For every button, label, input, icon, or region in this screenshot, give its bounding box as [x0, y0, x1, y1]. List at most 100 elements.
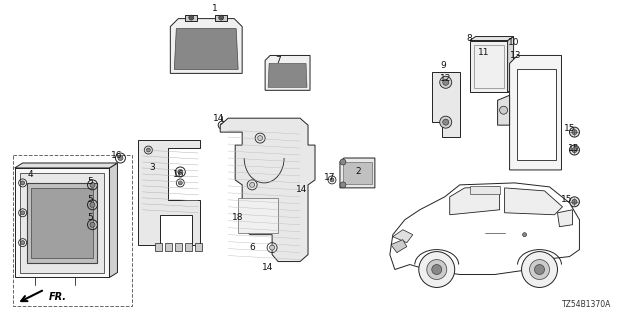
Text: 5: 5	[88, 177, 93, 187]
Text: 3: 3	[150, 164, 156, 172]
Bar	[20, 173, 104, 273]
Circle shape	[220, 123, 224, 127]
Text: 2: 2	[355, 167, 361, 176]
Text: 5: 5	[88, 213, 93, 222]
Text: 12: 12	[440, 74, 451, 83]
Polygon shape	[557, 210, 572, 227]
Circle shape	[427, 260, 447, 279]
Circle shape	[340, 159, 346, 165]
Text: FR.: FR.	[49, 292, 67, 302]
Circle shape	[570, 145, 579, 155]
Circle shape	[500, 106, 508, 114]
Circle shape	[529, 260, 550, 279]
Text: 13: 13	[510, 51, 522, 60]
Text: 4: 4	[28, 171, 33, 180]
Text: 5: 5	[88, 195, 93, 204]
Text: 9: 9	[441, 61, 447, 70]
Circle shape	[572, 130, 577, 135]
Circle shape	[432, 265, 442, 275]
Circle shape	[250, 182, 255, 188]
Circle shape	[90, 202, 95, 207]
Bar	[343, 162, 372, 184]
Text: 11: 11	[478, 48, 490, 57]
Circle shape	[440, 116, 452, 128]
Polygon shape	[498, 95, 509, 125]
Bar	[186, 15, 197, 20]
Polygon shape	[340, 158, 375, 188]
Polygon shape	[450, 187, 500, 215]
Text: 18: 18	[232, 213, 244, 222]
Polygon shape	[109, 163, 118, 277]
Circle shape	[570, 197, 579, 207]
Text: 10: 10	[508, 38, 519, 47]
Circle shape	[440, 76, 452, 88]
Text: 14: 14	[262, 263, 274, 272]
Polygon shape	[174, 28, 238, 69]
Polygon shape	[220, 118, 315, 261]
Polygon shape	[432, 72, 460, 137]
Circle shape	[20, 211, 25, 215]
Polygon shape	[138, 140, 200, 244]
Text: 1: 1	[212, 4, 218, 13]
Bar	[195, 243, 202, 251]
Polygon shape	[265, 55, 310, 90]
Circle shape	[90, 222, 95, 227]
Polygon shape	[470, 36, 513, 41]
Text: 14: 14	[212, 114, 224, 123]
Bar	[474, 44, 504, 88]
Text: 17: 17	[324, 173, 336, 182]
Bar	[31, 188, 93, 258]
Polygon shape	[504, 188, 563, 215]
Circle shape	[572, 199, 577, 204]
Text: TZ54B1370A: TZ54B1370A	[562, 300, 611, 309]
Bar	[15, 168, 109, 277]
Bar	[165, 243, 172, 251]
Circle shape	[269, 245, 275, 250]
Circle shape	[20, 181, 25, 185]
Bar	[470, 186, 500, 194]
Bar	[175, 243, 182, 251]
Circle shape	[522, 233, 527, 237]
Bar	[215, 15, 227, 20]
Polygon shape	[268, 63, 307, 87]
Text: 16: 16	[173, 171, 184, 180]
Circle shape	[570, 127, 579, 137]
Circle shape	[147, 148, 150, 152]
Text: 6: 6	[249, 243, 255, 252]
Text: 15: 15	[561, 195, 572, 204]
Circle shape	[118, 156, 123, 161]
Bar	[156, 243, 163, 251]
Circle shape	[419, 252, 454, 287]
Polygon shape	[508, 36, 513, 92]
Bar	[27, 183, 97, 262]
Polygon shape	[391, 240, 407, 252]
Circle shape	[219, 15, 224, 20]
Circle shape	[179, 181, 182, 185]
Text: 8: 8	[467, 34, 472, 43]
Bar	[470, 41, 508, 92]
Bar	[13, 155, 132, 306]
Bar	[238, 198, 278, 233]
Bar	[186, 243, 192, 251]
Circle shape	[340, 182, 346, 188]
Circle shape	[258, 136, 262, 140]
Circle shape	[90, 182, 95, 188]
Polygon shape	[393, 230, 413, 243]
Circle shape	[522, 252, 557, 287]
Text: 14: 14	[296, 185, 308, 194]
Polygon shape	[390, 183, 579, 275]
Text: 7: 7	[275, 56, 281, 65]
Circle shape	[534, 265, 545, 275]
Circle shape	[330, 178, 334, 182]
Circle shape	[443, 79, 449, 85]
Polygon shape	[509, 55, 561, 170]
Polygon shape	[170, 19, 242, 73]
Circle shape	[189, 15, 194, 20]
Circle shape	[572, 148, 577, 153]
Text: 16: 16	[111, 150, 122, 160]
Circle shape	[20, 241, 25, 244]
Circle shape	[443, 119, 449, 125]
Text: 15: 15	[564, 124, 575, 132]
Circle shape	[178, 170, 183, 174]
Text: 15: 15	[568, 144, 579, 153]
